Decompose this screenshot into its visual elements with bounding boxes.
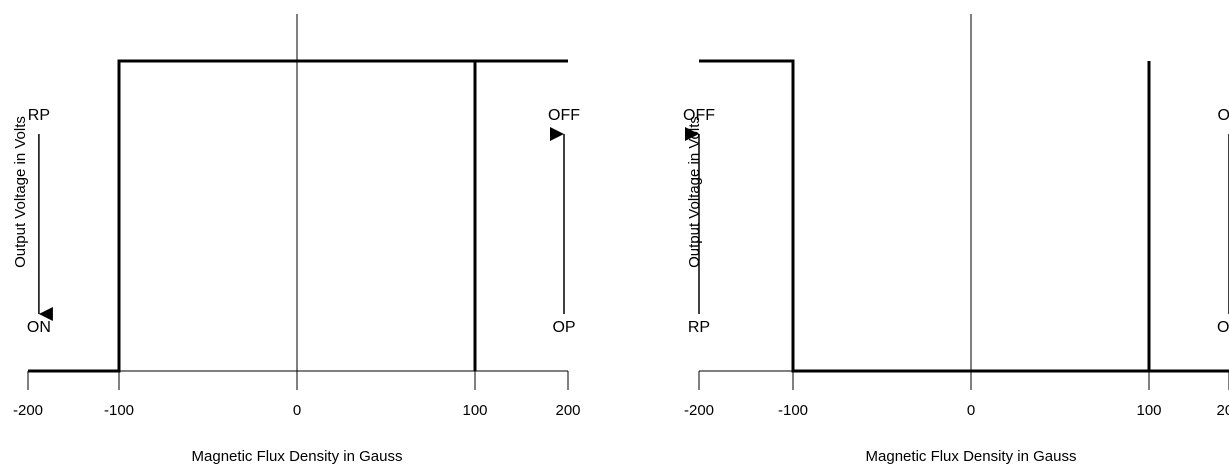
left-annotation-top: OFF bbox=[548, 107, 580, 124]
left-annotation-bottom: OP bbox=[552, 319, 575, 336]
left-x-tick-label: -200 bbox=[13, 402, 43, 419]
left-annotation-bottom: ON bbox=[27, 319, 51, 336]
right-y-axis-label: Output Voltage in Volts bbox=[686, 116, 703, 268]
right-x-tick-label: 0 bbox=[967, 402, 975, 419]
right-loop-path bbox=[699, 59, 1151, 373]
right-annotation-top: OP bbox=[1217, 107, 1229, 124]
left-x-tick-label: 100 bbox=[462, 402, 487, 419]
left-y-axis-label: Output Voltage in Volts bbox=[12, 116, 29, 268]
right-x-tick-label: 200 bbox=[1216, 402, 1229, 419]
left-x-axis-label: Magnetic Flux Density in Gauss bbox=[192, 448, 403, 465]
right-annotation-top: OFF bbox=[683, 107, 715, 124]
right-x-tick-label: -100 bbox=[778, 402, 808, 419]
left-x-tick-label: 0 bbox=[293, 402, 301, 419]
right-annotation-bottom: RP bbox=[688, 319, 710, 336]
right-x-axis-label: Magnetic Flux Density in Gauss bbox=[866, 448, 1077, 465]
left-x-tick-label: 200 bbox=[555, 402, 580, 419]
right-x-tick-label: 100 bbox=[1136, 402, 1161, 419]
right-annotation-bottom: ON bbox=[1217, 319, 1229, 336]
left-x-tick-label: -100 bbox=[104, 402, 134, 419]
left-loop-path bbox=[28, 59, 568, 373]
right-x-tick-label: -200 bbox=[684, 402, 714, 419]
left-annotation-top: RP bbox=[28, 107, 50, 124]
